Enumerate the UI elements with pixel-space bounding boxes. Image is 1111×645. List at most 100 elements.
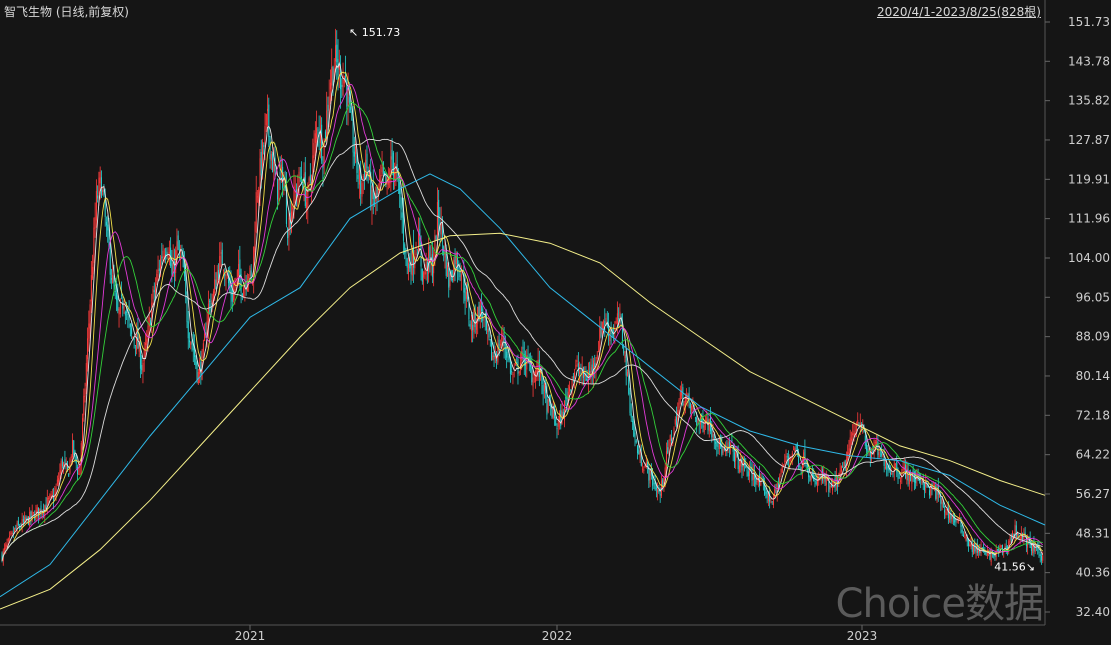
candle[interactable]	[626, 369, 628, 377]
candle[interactable]	[146, 330, 148, 350]
candle[interactable]	[738, 460, 740, 474]
candle[interactable]	[663, 475, 665, 492]
candle[interactable]	[864, 430, 866, 450]
candle[interactable]	[272, 151, 274, 173]
candle[interactable]	[239, 245, 241, 291]
candle[interactable]	[527, 345, 529, 364]
candle[interactable]	[56, 475, 58, 487]
candle[interactable]	[915, 470, 917, 489]
candle[interactable]	[532, 370, 534, 397]
candle[interactable]	[311, 174, 313, 204]
candle[interactable]	[309, 163, 311, 186]
candle[interactable]	[785, 449, 787, 465]
candle[interactable]	[771, 500, 773, 505]
candle[interactable]	[212, 288, 214, 308]
candle[interactable]	[298, 167, 300, 205]
candle[interactable]	[454, 248, 456, 282]
candle[interactable]	[892, 472, 894, 478]
candle[interactable]	[48, 496, 50, 505]
candle[interactable]	[829, 483, 831, 493]
candle[interactable]	[438, 189, 440, 232]
candle[interactable]	[360, 160, 362, 206]
candle[interactable]	[149, 317, 151, 326]
candle[interactable]	[654, 473, 656, 492]
candle[interactable]	[365, 149, 367, 180]
candle[interactable]	[716, 438, 718, 457]
candle[interactable]	[699, 414, 701, 434]
candle[interactable]	[786, 453, 788, 466]
candle[interactable]	[669, 434, 671, 447]
candle[interactable]	[591, 355, 593, 384]
candle[interactable]	[366, 145, 368, 182]
candle[interactable]	[15, 524, 17, 530]
candle[interactable]	[435, 234, 437, 241]
candle[interactable]	[489, 339, 491, 347]
candle[interactable]	[199, 357, 201, 384]
candle[interactable]	[240, 268, 242, 304]
candle[interactable]	[784, 453, 786, 467]
candle[interactable]	[630, 403, 632, 422]
candle[interactable]	[725, 441, 727, 457]
candle[interactable]	[726, 440, 728, 457]
candle[interactable]	[9, 531, 11, 542]
candle[interactable]	[336, 30, 338, 80]
candle[interactable]	[683, 400, 685, 416]
candle[interactable]	[587, 362, 589, 394]
candle[interactable]	[433, 250, 435, 287]
candle[interactable]	[545, 376, 547, 404]
candle[interactable]	[867, 445, 869, 457]
candle[interactable]	[109, 242, 111, 284]
candle[interactable]	[577, 352, 579, 377]
candle[interactable]	[338, 49, 340, 88]
candle[interactable]	[399, 176, 401, 208]
candle[interactable]	[200, 350, 202, 385]
candle[interactable]	[970, 537, 972, 550]
candle[interactable]	[189, 332, 191, 348]
candle[interactable]	[379, 168, 381, 193]
candle[interactable]	[34, 510, 36, 522]
candle[interactable]	[492, 352, 494, 361]
candle[interactable]	[834, 470, 836, 492]
candle[interactable]	[949, 507, 951, 523]
candle[interactable]	[944, 505, 946, 520]
candle[interactable]	[312, 138, 314, 193]
candle[interactable]	[256, 190, 258, 203]
candle[interactable]	[487, 320, 489, 345]
candle[interactable]	[555, 409, 557, 427]
candle[interactable]	[102, 186, 104, 196]
candle[interactable]	[1000, 544, 1002, 549]
candle[interactable]	[594, 354, 596, 379]
candle[interactable]	[122, 294, 124, 317]
candle[interactable]	[418, 217, 420, 253]
candle[interactable]	[157, 255, 159, 282]
candle[interactable]	[45, 496, 47, 510]
candle[interactable]	[458, 260, 460, 281]
candle[interactable]	[990, 547, 992, 566]
candle[interactable]	[215, 272, 217, 290]
candle[interactable]	[659, 487, 661, 503]
candle[interactable]	[608, 312, 610, 346]
candle[interactable]	[557, 415, 559, 436]
candle[interactable]	[833, 479, 835, 488]
candle[interactable]	[117, 283, 119, 314]
candle[interactable]	[392, 150, 394, 190]
candle[interactable]	[780, 468, 782, 477]
candle[interactable]	[618, 307, 620, 329]
candle[interactable]	[956, 516, 958, 524]
candle[interactable]	[952, 513, 954, 526]
candle[interactable]	[552, 400, 554, 420]
candle[interactable]	[747, 466, 749, 481]
candle[interactable]	[73, 439, 75, 458]
candle[interactable]	[334, 28, 336, 73]
candle[interactable]	[415, 241, 417, 262]
candle[interactable]	[1035, 545, 1037, 552]
candle[interactable]	[141, 355, 143, 375]
candle[interactable]	[493, 342, 495, 368]
candle[interactable]	[679, 385, 681, 405]
candle[interactable]	[957, 517, 959, 524]
candle[interactable]	[580, 363, 582, 382]
candle[interactable]	[420, 235, 422, 281]
candle[interactable]	[571, 376, 573, 401]
candle[interactable]	[46, 489, 48, 515]
candle[interactable]	[370, 158, 372, 211]
